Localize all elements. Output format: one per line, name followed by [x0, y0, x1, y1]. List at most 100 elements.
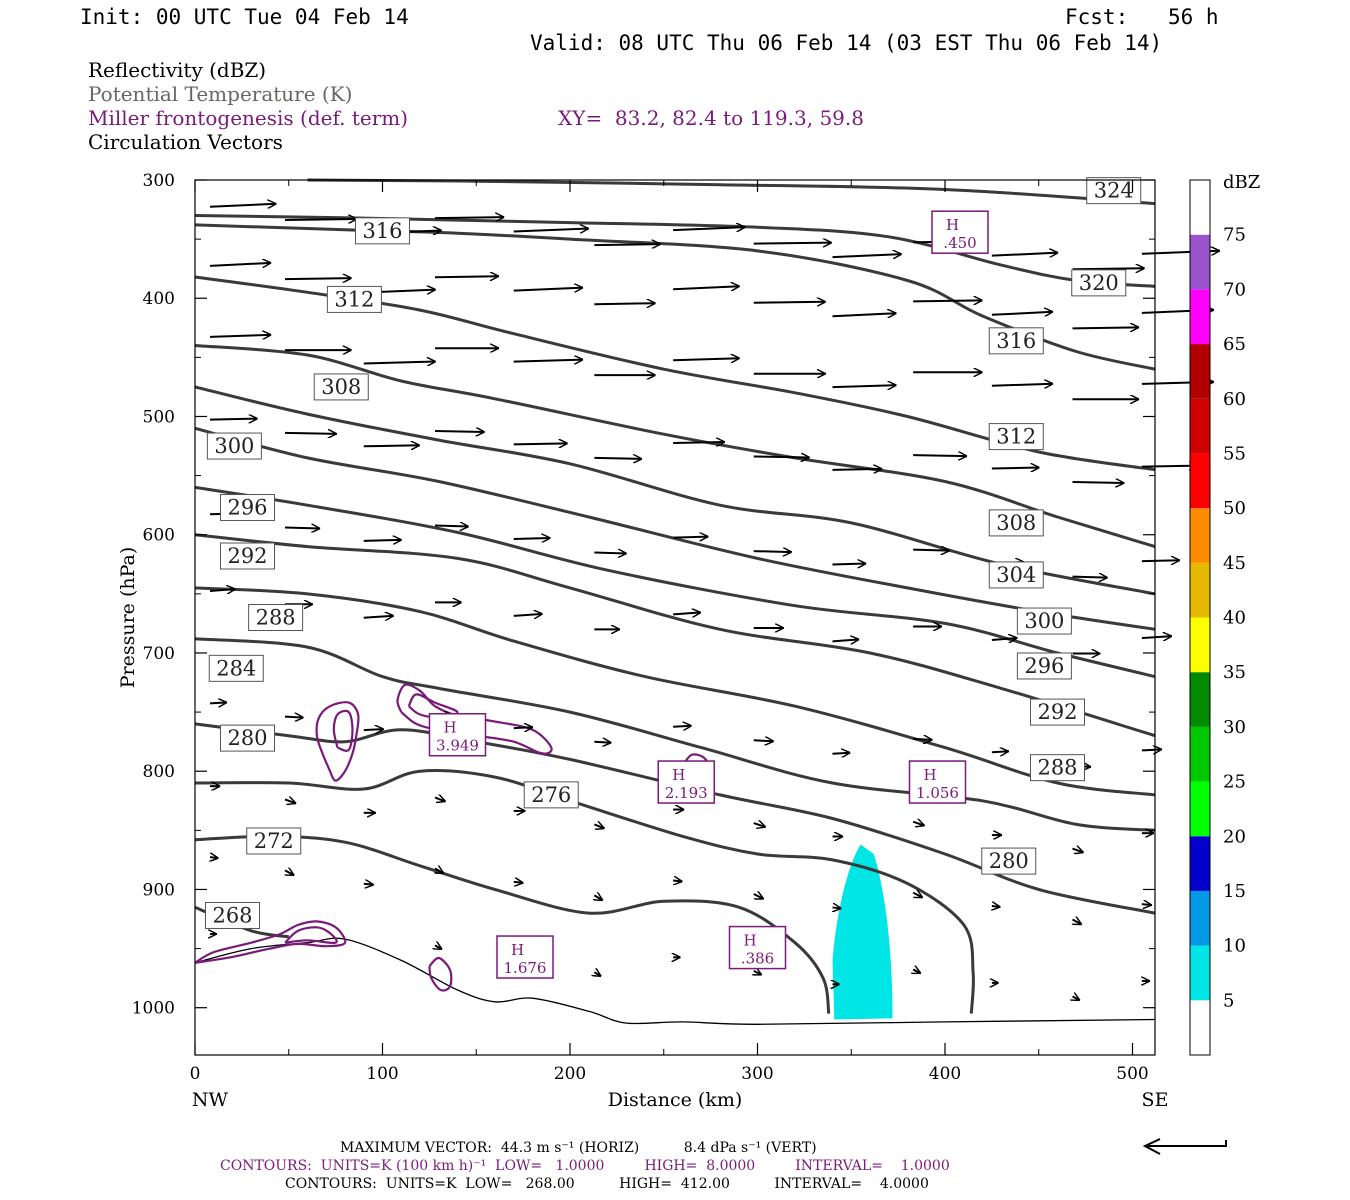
colorbar-label: 40	[1223, 608, 1246, 629]
x-tick-label: 100	[366, 1064, 398, 1084]
fronto-contour-info: CONTOURS: UNITS=K (100 km h)⁻¹ LOW= 1.00…	[220, 1158, 950, 1174]
circulation-vector	[513, 538, 551, 539]
colorbar-label: 70	[1223, 279, 1246, 300]
theta-label: 300	[214, 434, 254, 458]
circulation-vector	[753, 302, 826, 303]
x-left-endpoint-label: NW	[192, 1089, 229, 1111]
frontogenesis-contour	[284, 926, 338, 945]
theta-label: 308	[996, 511, 1036, 535]
fronto-max-label: H	[444, 719, 457, 737]
circulation-vector	[1072, 849, 1084, 853]
fronto-max-value: .386	[741, 950, 774, 968]
circulation-vector	[434, 431, 485, 432]
theta-label: 312	[996, 425, 1036, 449]
circulation-vector	[753, 551, 792, 552]
theta-label-box	[1071, 269, 1127, 297]
theta-label-box	[523, 781, 579, 809]
x-axis-title: Distance (km)	[608, 1089, 743, 1111]
theta-label-box	[205, 901, 260, 929]
fronto-max-value: 1.676	[504, 959, 547, 977]
circulation-vector	[284, 433, 337, 434]
colorbar-label: 60	[1223, 389, 1246, 410]
theta-label-box	[988, 509, 1044, 537]
fronto-max-box	[428, 712, 487, 757]
circulation-vector	[363, 616, 394, 618]
circulation-vector	[753, 243, 832, 244]
circulation-vector	[1072, 268, 1145, 269]
fronto-max-value: 3.949	[436, 737, 479, 755]
theta-label-box	[220, 542, 275, 570]
circulation-vector	[594, 824, 604, 828]
theta-label-box	[1016, 652, 1072, 680]
legend-theta: Potential Temperature (K)	[88, 82, 353, 106]
circulation-vector	[912, 893, 923, 899]
reflectivity-area	[832, 844, 893, 1020]
theta-label: 308	[321, 375, 361, 399]
y-tick-label: 700	[143, 644, 175, 664]
colorbar-swatch	[1190, 617, 1210, 673]
theta-label-box	[355, 217, 410, 245]
colorbar-swatch	[1190, 945, 1210, 1001]
theta-292-line	[194, 533, 1156, 738]
theta-label: 320	[1079, 271, 1119, 295]
forecast-label: Fcst:	[1065, 5, 1129, 29]
theta-label: 300	[1024, 609, 1064, 633]
circulation-vector	[991, 253, 1058, 256]
circulation-vector	[435, 945, 442, 951]
theta-label: 304	[996, 563, 1036, 587]
circulation-vector	[1141, 749, 1162, 750]
y-tick-label: 800	[143, 762, 175, 782]
y-tick-label: 300	[143, 171, 175, 191]
cross-section-endpoints: XY= 83.2, 82.4 to 119.3, 59.8	[558, 106, 864, 130]
y-tick-label: 600	[143, 526, 175, 546]
circulation-vector	[992, 906, 1001, 907]
circulation-vector	[594, 553, 626, 554]
circulation-vector	[284, 799, 296, 803]
circulation-vector	[210, 857, 219, 858]
circulation-vector	[594, 742, 611, 743]
forecast-hours: 56 h	[1168, 5, 1219, 29]
max-vector-info: MAXIMUM VECTOR: 44.3 m s⁻¹ (HORIZ) 8.4 d…	[340, 1140, 817, 1156]
circulation-vector	[832, 313, 897, 316]
fronto-max-label: H	[672, 766, 685, 784]
colorbar-swatch	[1190, 453, 1210, 509]
theta-label-box	[1016, 607, 1072, 635]
terrain-line	[194, 937, 1156, 1025]
circulation-vector	[1072, 482, 1125, 483]
colorbar-label: 15	[1223, 881, 1246, 902]
circulation-vector	[363, 445, 420, 446]
circulation-vector	[1141, 466, 1198, 467]
colorbar-swatch	[1190, 289, 1210, 345]
fronto-max-value: .450	[943, 234, 976, 252]
circulation-vector	[363, 729, 384, 730]
valid-time: Valid: 08 UTC Thu 06 Feb 14 (03 EST Thu …	[530, 31, 1163, 55]
circulation-vector	[753, 740, 774, 741]
circulation-vector	[284, 278, 352, 279]
fronto-max-box	[496, 935, 554, 979]
frontogenesis-contour	[194, 920, 347, 964]
fronto-max-label: H	[924, 766, 937, 784]
colorbar-label: 75	[1223, 225, 1246, 246]
circulation-vector	[832, 385, 897, 387]
theta-label-box	[1086, 177, 1142, 205]
circulation-vector	[754, 971, 762, 976]
colorbar-swatch	[1190, 180, 1210, 235]
theta-label-box	[220, 494, 275, 522]
colorbar-label: 10	[1223, 936, 1246, 957]
frontogenesis-contour	[315, 701, 360, 782]
circulation-vector	[1072, 577, 1108, 578]
colorbar-swatch	[1190, 234, 1210, 290]
circulation-vector	[1073, 920, 1082, 926]
theta-288-line	[194, 586, 1156, 797]
circulation-vector	[1141, 904, 1152, 905]
frontogenesis-contour	[332, 709, 354, 752]
theta-label-box	[246, 827, 302, 855]
theta-label: 316	[996, 329, 1036, 353]
theta-308-line	[194, 344, 1156, 549]
colorbar-frame	[1189, 179, 1211, 1056]
circulation-vector	[991, 468, 1040, 469]
circulation-vector	[832, 564, 867, 565]
theta-label: 296	[1024, 654, 1064, 678]
circulation-vector	[833, 907, 842, 908]
